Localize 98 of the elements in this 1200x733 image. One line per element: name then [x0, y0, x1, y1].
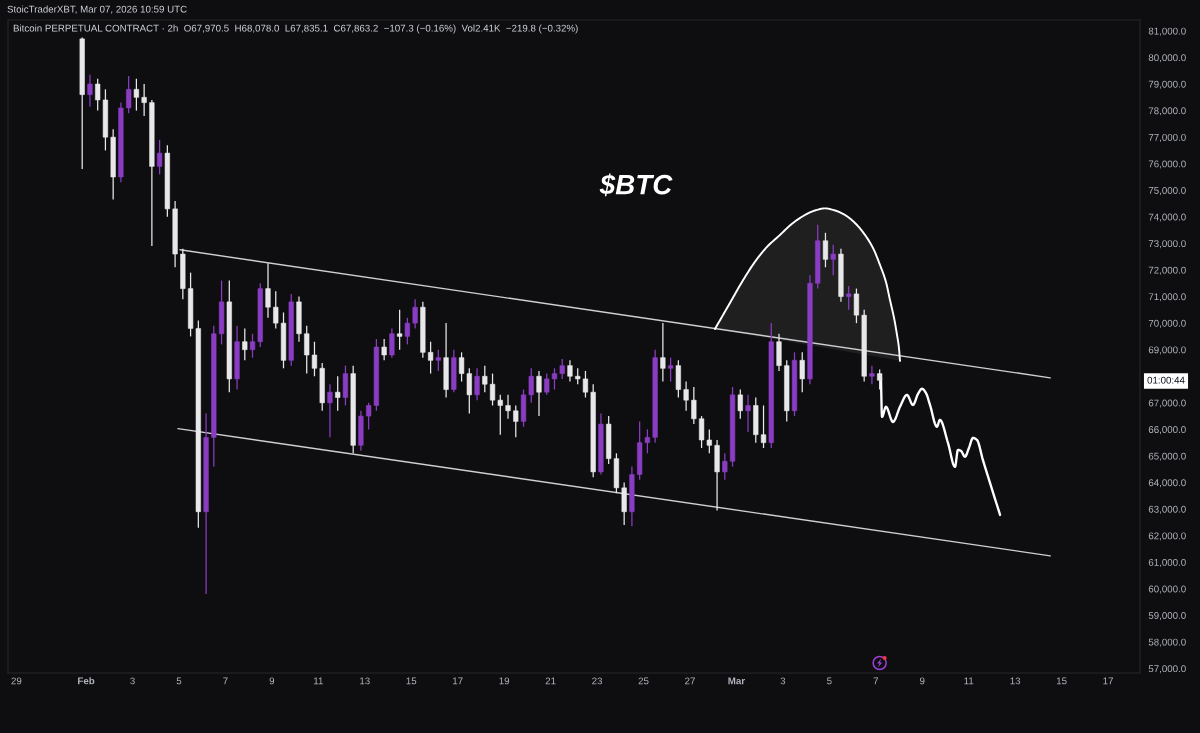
x-tick-label: 17	[453, 677, 463, 685]
candlestick	[412, 298, 418, 330]
candlestick	[482, 365, 488, 393]
candlestick	[799, 351, 805, 393]
annotation: $BTC	[599, 173, 673, 197]
candlestick	[342, 365, 349, 407]
x-tick-label: 3	[780, 677, 786, 685]
x-tick-label: 17	[1103, 677, 1113, 685]
x-tick-label: 21	[545, 677, 556, 685]
candlestick	[869, 365, 875, 385]
candlestick	[141, 83, 147, 117]
candlestick	[242, 327, 248, 361]
candlestick	[397, 309, 403, 351]
y-tick-label: 66,000.0	[1148, 426, 1186, 435]
candlestick	[822, 232, 829, 268]
candlestick	[559, 358, 565, 380]
candlestick	[722, 452, 728, 481]
candlestick	[513, 404, 519, 438]
candlestick	[335, 375, 341, 412]
candlestick	[621, 481, 627, 526]
candlestick	[830, 244, 836, 276]
y-tick-label: 74,000.0	[1148, 213, 1186, 222]
y-tick-label: 65,000.0	[1148, 452, 1186, 461]
candlestick	[691, 386, 697, 425]
y-tick-label: 75,000.0	[1148, 187, 1186, 196]
chart-title: Bitcoin PERPETUAL CONTRACT · 2h O67,970.5 H68,078.0 L67,835.1 C67,863.2 −107.3 (−0.16%) Vol2.41K −219.8 (−0.32%)	[13, 24, 578, 34]
text: StoicTraderXBT, Mar 07, 2026 10:59 UTC	[7, 5, 187, 14]
x-tick-label: 3	[130, 677, 135, 685]
candlestick	[474, 367, 480, 401]
y-tick-label: 59,000.0	[1148, 612, 1186, 621]
x-tick-label: 5	[827, 677, 832, 685]
candlestick	[126, 75, 132, 114]
x-tick-label: 25	[638, 677, 649, 685]
x-tick-label: 29	[11, 677, 22, 685]
y-tick-label: 62,000.0	[1148, 532, 1186, 541]
x-tick-label: 7	[873, 677, 879, 685]
candlestick	[668, 357, 674, 383]
candlestick	[846, 285, 852, 311]
x-tick-label: 5	[176, 677, 182, 685]
candlestick	[745, 394, 751, 433]
candlestick	[87, 74, 93, 108]
y-tick-label: 70,000.0	[1148, 319, 1186, 328]
candlestick	[157, 139, 163, 175]
y-tick-label: 77,000.0	[1148, 133, 1186, 142]
candlestick	[389, 327, 395, 359]
y-tick-label: 72,000.0	[1148, 266, 1186, 275]
candlestick	[327, 383, 333, 438]
candlestick	[404, 317, 410, 345]
x-tick-label: 27	[685, 677, 695, 685]
y-tick-label: 58,000.0	[1148, 638, 1186, 647]
candlestick	[428, 341, 434, 375]
x-tick-label: 13	[360, 677, 370, 685]
candlestick	[528, 367, 534, 404]
y-tick-label: 60,000.0	[1148, 585, 1186, 594]
candlestick	[675, 359, 681, 399]
candlestick	[381, 338, 387, 361]
x-tick-label: 9	[920, 677, 925, 685]
y-tick-label: 57,000.0	[1148, 665, 1186, 674]
candlestick	[536, 370, 542, 417]
candlestick	[273, 290, 279, 330]
candlestick	[776, 333, 782, 372]
candlestick	[435, 349, 441, 372]
candlestick	[660, 322, 666, 383]
y-tick-label: 78,000.0	[1148, 107, 1186, 116]
y-tick-label: 67,000.0	[1148, 399, 1186, 408]
x-tick-label: 11	[964, 677, 974, 685]
x-tick-label: 11	[314, 677, 323, 685]
y-tick-label: 61,000.0	[1148, 558, 1186, 567]
candlestick	[877, 368, 883, 391]
y-tick-label: 73,000.0	[1148, 240, 1186, 249]
x-tick-label: 23	[592, 677, 603, 685]
y-tick-label: 81,000.0	[1148, 27, 1186, 36]
x-tick-label: 15	[406, 677, 417, 685]
x-tick-label: 19	[499, 677, 510, 685]
x-tick-label: 13	[1010, 677, 1021, 685]
y-tick-label: 63,000.0	[1148, 505, 1186, 514]
candlestick	[683, 380, 689, 412]
candlestick	[551, 367, 558, 391]
candlestick	[567, 359, 573, 383]
y-tick-label: 64,000.0	[1148, 479, 1186, 488]
candlestick	[133, 78, 139, 112]
x-tick-label: Feb	[78, 677, 95, 685]
y-tick-label: 71,000.0	[1148, 293, 1186, 302]
candlestick	[737, 388, 743, 420]
candlestick	[544, 372, 550, 396]
y-tick-label: 76,000.0	[1148, 160, 1186, 169]
candlestick	[265, 262, 271, 319]
y-tick-label: 69,000.0	[1148, 346, 1186, 355]
candlestick	[505, 394, 511, 420]
x-tick-label: 15	[1056, 677, 1067, 685]
y-tick-label: 79,000.0	[1148, 80, 1186, 89]
candlestick	[853, 287, 860, 324]
x-tick-label: Mar	[728, 677, 745, 685]
text: 01:00:44	[1147, 376, 1185, 384]
x-tick-label: 7	[223, 677, 228, 685]
y-tick-label: 80,000.0	[1148, 54, 1186, 63]
candlestick	[760, 404, 767, 449]
x-tick-label: 9	[269, 677, 275, 685]
